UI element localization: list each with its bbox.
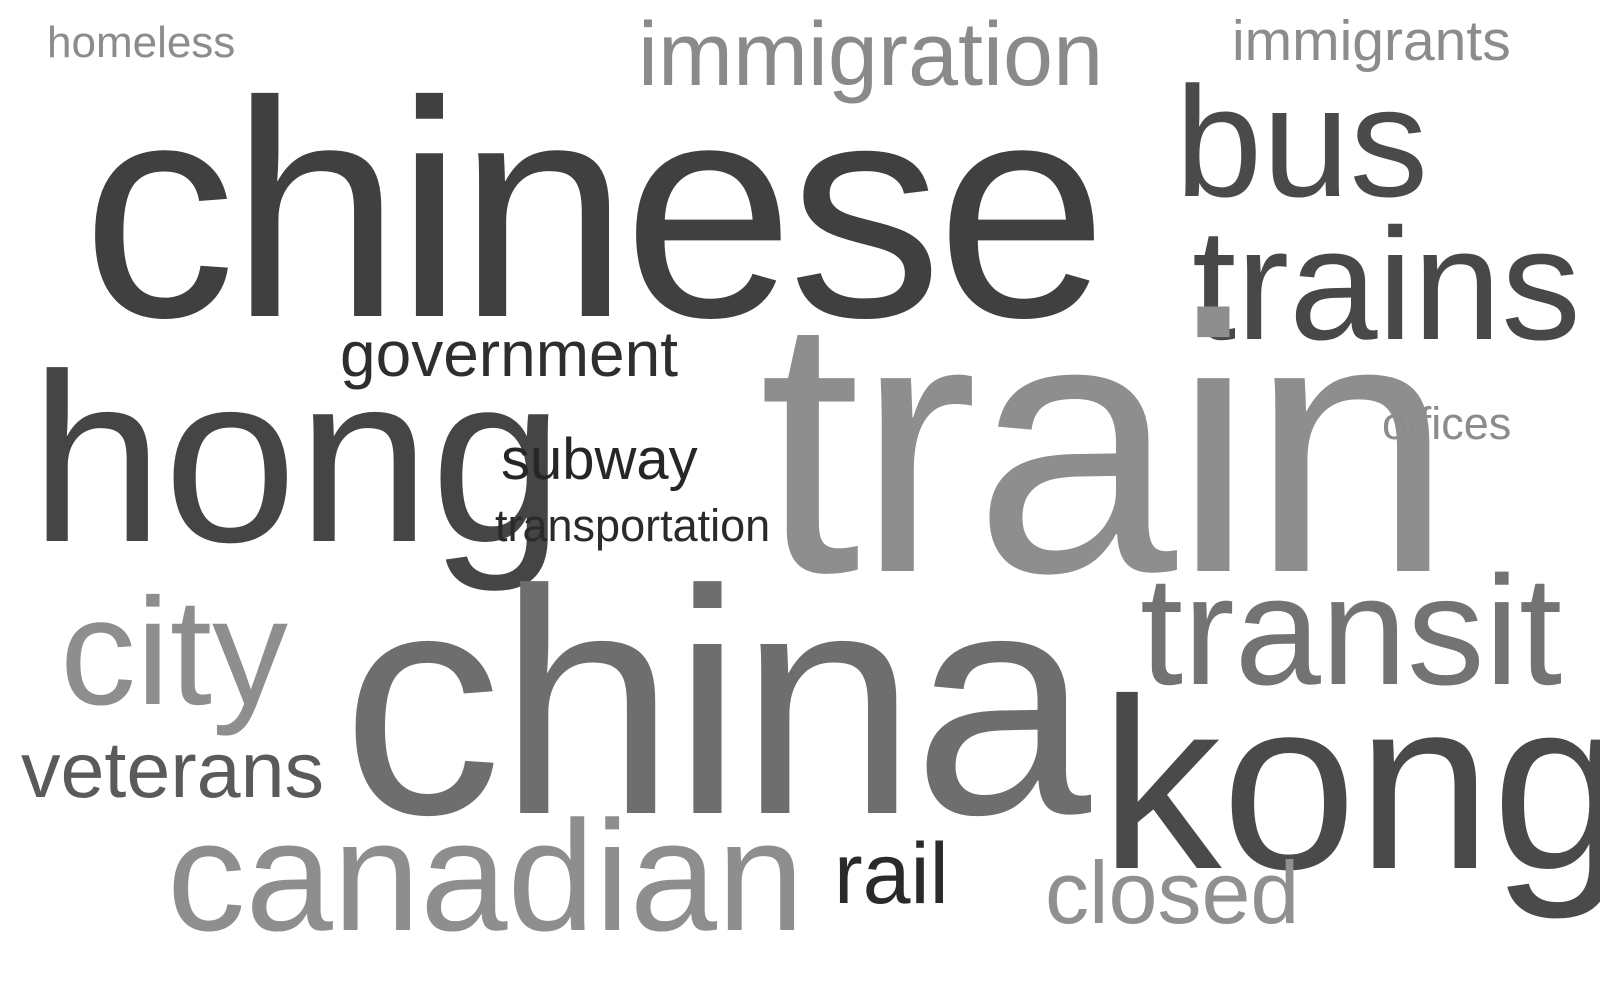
word-bus: bus — [1175, 55, 1429, 230]
word-government: government — [340, 318, 678, 390]
word-transit: transit — [1140, 544, 1563, 717]
word-closed: closed — [1045, 843, 1300, 942]
word-china: china — [342, 523, 1091, 881]
word-trains: trains — [1192, 195, 1581, 373]
word-train: train — [759, 242, 1453, 649]
word-subway: subway — [501, 427, 698, 492]
word-homeless: homeless — [47, 18, 236, 67]
word-offices: offices — [1382, 398, 1512, 449]
word-hong: hong — [30, 324, 564, 592]
word-immigration: immigration — [638, 5, 1104, 105]
word-immigrants: immigrants — [1232, 9, 1511, 73]
word-veterans: veterans — [21, 725, 325, 814]
word-transportation: transportation — [495, 500, 771, 551]
word-rail: rail — [834, 826, 949, 922]
word-city: city — [60, 567, 288, 737]
word-canadian: canadian — [167, 789, 805, 964]
word-kong: kong — [1100, 649, 1600, 920]
word-chinese: chinese — [82, 38, 1108, 382]
